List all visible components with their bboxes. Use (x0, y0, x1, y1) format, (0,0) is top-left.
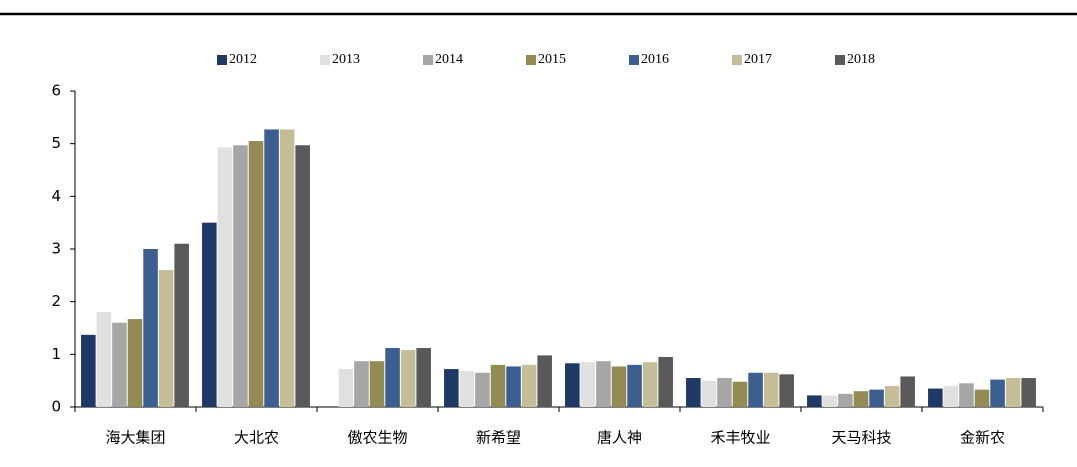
bar (763, 372, 779, 407)
x-tick-label: 天马科技 (831, 429, 891, 447)
bar (521, 364, 537, 407)
bar (537, 355, 552, 407)
bar (143, 249, 158, 407)
bar (900, 376, 915, 407)
bar (444, 369, 459, 407)
bar (369, 361, 385, 407)
legend-label: 2017 (744, 52, 772, 67)
legend-label: 2016 (641, 52, 669, 67)
bar (959, 383, 974, 407)
bar (642, 362, 658, 407)
bar (580, 362, 596, 407)
y-tick-label: 4 (51, 187, 61, 205)
bar (974, 389, 990, 407)
bar (202, 222, 217, 407)
bar (748, 372, 763, 407)
bar (81, 334, 96, 407)
bar (732, 381, 748, 407)
bar (1005, 378, 1021, 407)
bar (490, 364, 506, 407)
bar (822, 395, 838, 407)
x-tick-label: 唐人神 (597, 429, 642, 447)
bar (385, 348, 400, 407)
x-tick-label: 傲农生物 (347, 429, 407, 447)
legend-swatch (732, 55, 742, 65)
bar (475, 372, 490, 407)
legend-swatch (835, 55, 845, 65)
x-tick-label: 禾丰牧业 (710, 429, 770, 447)
bar (459, 371, 475, 407)
bar (611, 366, 627, 407)
bar (658, 356, 673, 407)
bar (127, 319, 143, 407)
legend-label: 2014 (435, 52, 463, 67)
bar (338, 369, 354, 407)
x-tick-label: 金新农 (960, 429, 1005, 447)
y-tick-label: 5 (51, 134, 61, 152)
bar (96, 312, 112, 407)
bar (217, 147, 233, 407)
bar (779, 374, 794, 407)
bar (943, 385, 959, 407)
y-tick-label: 3 (51, 240, 61, 258)
bar (869, 389, 884, 407)
y-tick-label: 0 (51, 398, 61, 416)
bar (158, 270, 174, 407)
x-tick-label: 海大集团 (105, 429, 165, 447)
bar (279, 129, 295, 408)
bar (400, 350, 416, 407)
legend-swatch (217, 55, 227, 65)
bar (853, 391, 869, 407)
bar (717, 378, 732, 407)
x-tick-label: 新希望 (476, 429, 521, 447)
bar (884, 385, 900, 407)
bar (596, 361, 611, 407)
y-tick-label: 6 (51, 82, 61, 100)
legend-label: 2012 (229, 52, 257, 67)
bar (295, 145, 310, 407)
x-tick-label: 大北农 (234, 429, 279, 447)
bar (701, 380, 717, 407)
legend-label: 2018 (847, 52, 875, 67)
legend-label: 2015 (538, 52, 566, 67)
bar (1021, 378, 1036, 407)
legend-swatch (629, 55, 639, 65)
bar (112, 322, 127, 407)
bar (627, 364, 642, 407)
legend-label: 2013 (332, 52, 360, 67)
bar (354, 361, 369, 407)
bar (264, 129, 279, 408)
y-tick-label: 1 (51, 345, 61, 363)
bar (928, 388, 943, 407)
bar (506, 366, 521, 407)
y-tick-label: 2 (51, 292, 61, 310)
bar (174, 243, 189, 407)
bar (686, 378, 701, 407)
bar (807, 395, 822, 407)
legend-swatch (423, 55, 433, 65)
legend-swatch (526, 55, 536, 65)
bar (416, 348, 431, 407)
bar (248, 141, 264, 408)
bar (565, 363, 580, 407)
bar (838, 393, 853, 407)
legend-swatch (320, 55, 330, 65)
bar (990, 379, 1005, 407)
bar (233, 145, 248, 407)
